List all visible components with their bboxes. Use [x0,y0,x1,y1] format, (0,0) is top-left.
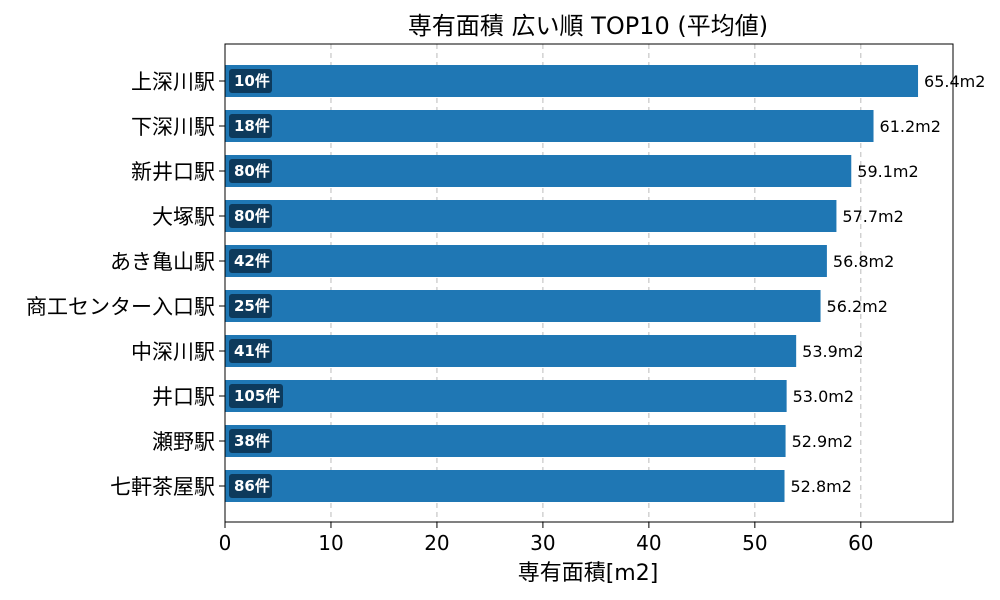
count-badge [229,249,272,273]
bar [225,200,837,232]
bar [225,245,827,277]
x-tick-label: 0 [219,531,232,555]
y-tick-label: あき亀山駅 [110,250,215,274]
bar [225,155,852,187]
y-tick-label: 瀬野駅 [152,430,215,454]
count-badge [229,429,272,453]
count-badge [229,384,283,408]
count-label: 80件 [234,162,270,180]
y-tick-label: 井口駅 [152,385,215,409]
bar [225,290,821,322]
count-badge [229,474,272,498]
value-label: 56.2m2 [827,297,888,316]
value-label: 52.8m2 [791,477,852,496]
count-label: 18件 [234,117,270,135]
plot-frame [224,43,954,523]
value-label: 59.1m2 [857,162,918,181]
x-axis: 0 10 20 30 40 50 60 [219,522,874,555]
chart-title: 専有面積 広い順 TOP10 (平均値) [408,12,768,40]
y-tick-label: 上深川駅 [131,70,215,94]
y-tick-label: 商工センター入口駅 [26,295,215,319]
x-tick-label: 20 [424,531,449,555]
value-label: 52.9m2 [792,432,853,451]
count-label: 41件 [234,342,270,360]
bar [225,110,874,142]
value-label: 61.2m2 [880,117,941,136]
value-label: 53.0m2 [793,387,854,406]
value-label: 56.8m2 [833,252,894,271]
x-tick-label: 50 [742,531,767,555]
count-badge [229,114,272,138]
count-badge [229,69,272,93]
x-tick-label: 40 [636,531,661,555]
y-tick-label: 下深川駅 [131,115,215,139]
y-tick-label: 七軒茶屋駅 [110,475,215,499]
count-badge [229,339,272,363]
y-tick-label: 大塚駅 [152,205,215,229]
count-label: 10件 [234,72,270,90]
y-axis: 上深川駅下深川駅新井口駅大塚駅あき亀山駅商工センター入口駅中深川駅井口駅瀬野駅七… [26,70,225,499]
x-tick-label: 30 [530,531,555,555]
count-label: 86件 [234,477,270,495]
x-tick-label: 60 [848,531,873,555]
count-label: 25件 [234,297,270,315]
value-label: 65.4m2 [924,72,985,91]
x-tick-label: 10 [318,531,343,555]
y-tick-label: 中深川駅 [131,340,215,364]
bar [225,380,787,412]
count-label: 42件 [234,252,270,270]
y-tick-label: 新井口駅 [131,160,215,184]
bar [225,425,786,457]
bars: 65.4m2 10件 61.2m2 18件 59.1m2 80件 57.7m2 80件 56.8… [225,65,985,502]
bar [225,335,797,367]
count-label: 38件 [234,432,270,450]
x-axis-label: 専有面積[m2] [518,561,659,586]
count-label: 80件 [234,207,270,225]
count-badge [229,159,272,183]
value-label: 53.9m2 [802,342,863,361]
value-label: 57.7m2 [842,207,903,226]
bar [225,65,919,97]
count-badge [229,294,272,318]
count-label: 105件 [234,387,280,405]
count-badge [229,204,272,228]
bar [225,470,785,502]
